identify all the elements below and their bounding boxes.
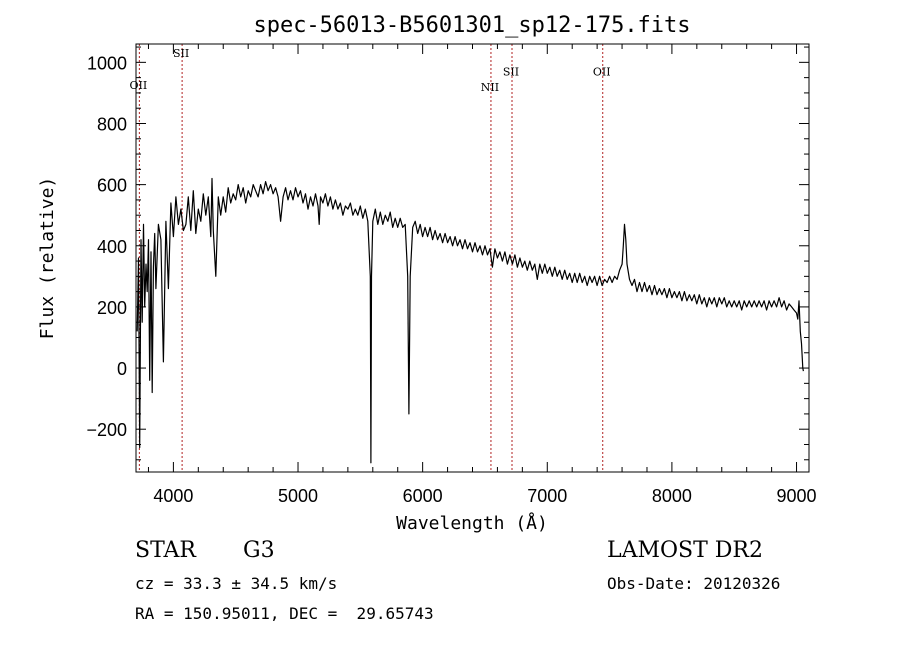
line-label-2: NII [481,81,499,94]
object-subclass-label: G3 [243,538,275,563]
y-tick-label: 400 [97,237,127,257]
redshift-readout: cz = 33.3 ± 34.5 km/s [135,574,338,593]
spectrum-series-line [136,177,804,464]
y-tick-label: 0 [117,359,127,379]
object-class-label: STAR [135,538,196,563]
survey-label: LAMOST DR2 [607,538,763,563]
axis-ticks [136,44,809,472]
y-tick-label: −200 [86,420,127,440]
x-tick-label: 6000 [403,486,443,506]
y-tick-label: 600 [97,176,127,196]
chart-title: spec-56013-B5601301_sp12-175.fits [253,13,690,38]
line-label-4: OII [593,65,611,78]
plot-frame [135,43,810,473]
x-tick-label: 4000 [153,486,193,506]
x-tick-label: 7000 [527,486,567,506]
x-axis-label: Wavelength (Å) [396,512,548,534]
line-label-3: SII [503,65,519,78]
y-axis-label: Flux (relative) [37,177,58,340]
line-label-0: OII [130,79,148,92]
x-tick-label: 8000 [652,486,692,506]
y-tick-label: 200 [97,298,127,318]
coordinates-readout: RA = 150.95011, DEC = 29.65743 [135,604,434,623]
y-tick-label: 1000 [87,53,127,73]
x-tick-label: 5000 [278,486,318,506]
y-tick-label: 800 [97,114,127,134]
observation-date: Obs-Date: 20120326 [607,574,781,593]
x-tick-label: 9000 [777,486,817,506]
line-label-1: SII [173,47,189,60]
axis-labels: 4000 5000 6000 7000 8000 9000 −200 0 200 400 600 80… [86,53,816,506]
